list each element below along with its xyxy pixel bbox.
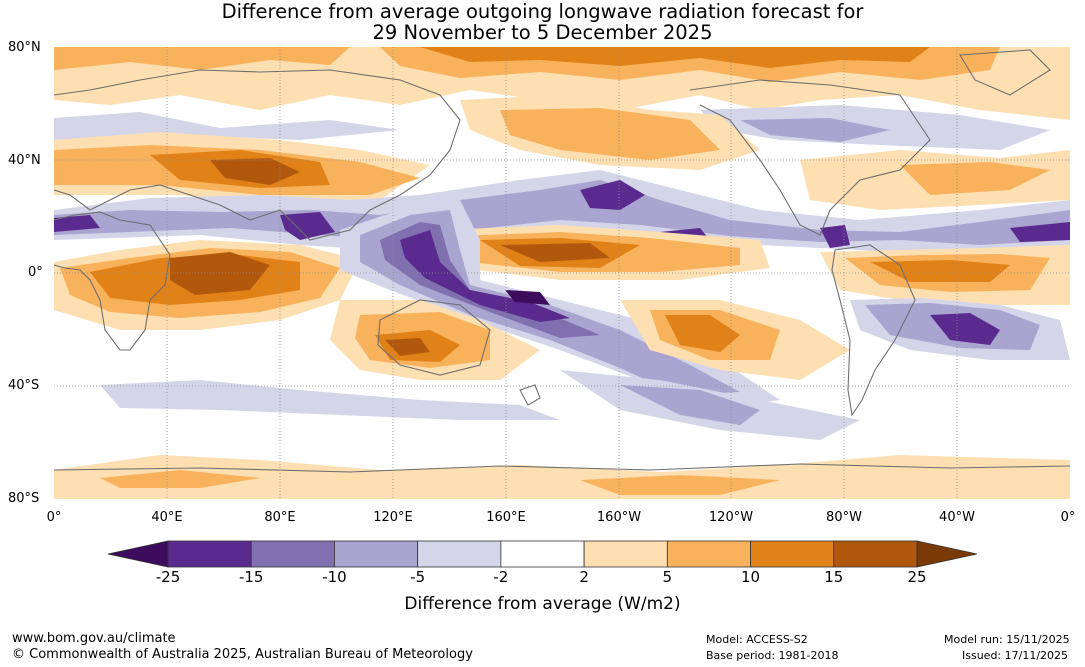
footer-base-period: Base period: 1981-2018 [706,649,839,662]
colorbar-tick-label: 2 [579,568,589,586]
footer-model-run: Model run: 15/11/2025 [944,633,1070,646]
footer-url[interactable]: www.bom.gov.au/climate [12,631,176,646]
anomaly-region [360,210,740,395]
lon-label: 40°W [939,510,975,525]
coastline-north-america [689,79,931,236]
anomaly-region [170,252,270,295]
colorbar-tick-label: 25 [907,568,927,586]
colorbar-swatch [167,540,252,568]
lat-label: 40°S [8,378,40,393]
lon-label: 160°W [596,510,642,525]
anomaly-region [500,108,720,160]
anomaly-region [930,313,1000,345]
colorbar-swatch [583,540,668,568]
colorbar-tick-label: 10 [741,568,761,586]
anomaly-region [665,315,740,352]
anomaly-region [400,230,570,322]
coastline-australia [377,299,491,376]
lon-label: 120°E [373,510,413,525]
colorbar-swatch [666,540,751,568]
anomaly-region [620,385,760,425]
coastline-greenland [959,49,1051,96]
anomaly-region [54,47,350,70]
colorbar-swatch [250,540,335,568]
colorbar-tick-label: -5 [410,568,426,586]
colorbar-tick-label: -25 [155,568,181,586]
gridlines [54,47,1070,499]
anomaly-region [100,380,560,420]
colorbar-extend-low [107,540,169,568]
anomaly-region [280,212,335,240]
lon-label: 40°E [151,510,183,525]
anomaly-region [54,455,1070,499]
anomaly-region [1010,222,1070,242]
lon-label: 160°E [486,510,526,525]
anomaly-region [500,243,610,262]
colorbar-swatch [500,540,585,568]
colorbar-swatch [334,540,419,568]
footer-copyright: © Commonwealth of Australia 2025, Austra… [12,647,473,662]
anomaly-region [54,112,400,140]
anomaly-region [505,290,550,305]
colorbar-swatch [833,540,918,568]
lon-label: 80°W [826,510,862,525]
footer-issued: Issued: 17/11/2025 [962,649,1069,662]
colorbar-title: Difference from average (W/m2) [404,594,681,614]
lon-label: 120°W [708,510,754,525]
lat-label: 80°S [8,491,40,506]
coastline-africa [54,211,171,351]
anomaly-region [100,470,260,488]
lat-label: 80°N [8,40,41,55]
anomaly-region [580,180,645,210]
lat-label: 40°N [8,153,41,168]
colorbar-tick-label: -15 [238,568,264,586]
colorbar-extend-high [916,540,978,568]
anomaly-region [820,225,850,248]
coastline-new-zealand [519,384,541,406]
coastline-south-america [831,244,916,417]
anomaly-region [385,338,430,356]
anomaly-region [580,475,780,495]
colorbar-swatch [750,540,835,568]
footer-model: Model: ACCESS-S2 [706,633,808,646]
coastline-antarctica [54,463,1070,473]
lon-label: 0° [46,510,62,525]
lon-label: 80°E [264,510,296,525]
anomaly-region [740,118,890,142]
colorbar-tick-label: 5 [662,568,673,586]
anomaly-region [210,158,300,185]
colorbar-tick-label: -10 [322,568,347,586]
colorbar-swatch [417,540,502,568]
anomaly-region [420,47,930,68]
chart-title-line1: Difference from average outgoing longwav… [221,0,864,23]
chart-title-line2: 29 November to 5 December 2025 [372,21,713,44]
anomaly-region [54,215,100,232]
coastlines [54,49,1070,473]
colorbar-tick-label: 15 [824,568,844,586]
coastline-europe-asia [54,69,461,241]
lat-label: 0° [28,265,43,280]
anomaly-region [900,162,1050,195]
lon-label: 0° [1060,510,1076,525]
colorbar-tick-label: -2 [493,568,509,586]
